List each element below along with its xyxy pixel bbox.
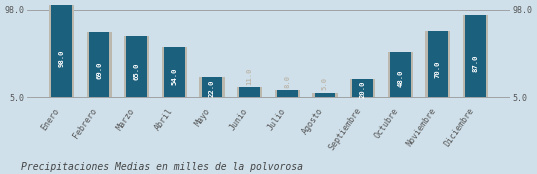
Bar bbox=[164, 46, 185, 97]
Bar bbox=[315, 93, 335, 97]
Text: 69.0: 69.0 bbox=[96, 61, 102, 79]
Text: 65.0: 65.0 bbox=[134, 63, 140, 80]
Bar bbox=[202, 77, 222, 97]
Text: 5.0: 5.0 bbox=[322, 77, 328, 90]
Text: 22.0: 22.0 bbox=[209, 80, 215, 97]
Bar bbox=[465, 15, 486, 97]
Bar bbox=[51, 5, 72, 97]
Bar bbox=[49, 5, 74, 97]
Bar bbox=[350, 78, 375, 97]
Bar bbox=[240, 87, 260, 97]
Bar bbox=[388, 52, 413, 97]
Bar bbox=[89, 32, 110, 97]
Bar bbox=[126, 36, 147, 97]
Bar bbox=[425, 31, 451, 97]
Text: 98.0: 98.0 bbox=[59, 50, 64, 67]
Text: 20.0: 20.0 bbox=[360, 81, 366, 98]
Bar bbox=[463, 15, 488, 97]
Bar bbox=[199, 77, 224, 97]
Bar bbox=[124, 36, 149, 97]
Text: 87.0: 87.0 bbox=[473, 54, 478, 72]
Bar bbox=[427, 31, 448, 97]
Text: 11.0: 11.0 bbox=[246, 67, 253, 85]
Bar bbox=[313, 93, 338, 97]
Bar bbox=[390, 52, 411, 97]
Text: 48.0: 48.0 bbox=[397, 70, 403, 87]
Bar bbox=[162, 46, 187, 97]
Text: 54.0: 54.0 bbox=[171, 67, 177, 85]
Bar bbox=[352, 78, 373, 97]
Text: Precipitaciones Medias en milles de la polvorosa: Precipitaciones Medias en milles de la p… bbox=[21, 162, 303, 172]
Bar bbox=[237, 87, 262, 97]
Text: 8.0: 8.0 bbox=[284, 74, 291, 88]
Bar bbox=[275, 90, 300, 97]
Bar bbox=[277, 90, 297, 97]
Text: 70.0: 70.0 bbox=[435, 61, 441, 78]
Bar bbox=[86, 32, 112, 97]
